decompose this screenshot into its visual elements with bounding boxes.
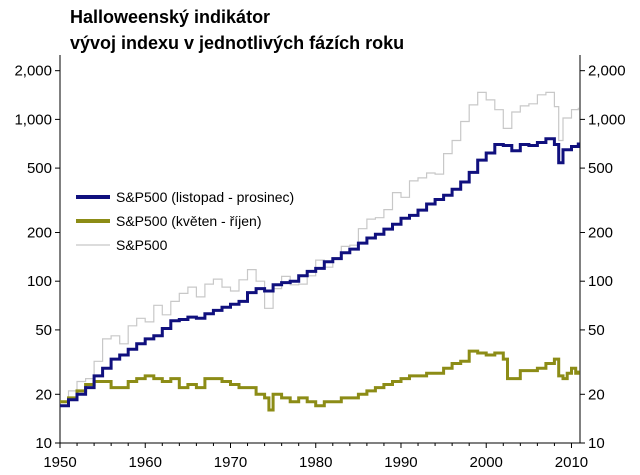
left-y-tick-label: 2,000	[14, 63, 52, 80]
right-y-tick-label: 100	[588, 273, 613, 290]
series-line-sp500-kveten-rijen	[60, 349, 580, 412]
legend-item-sp500-listopad-prosinec-label: S&P500 (listopad - prosinec)	[116, 189, 294, 205]
series-line-sp500-listopad-prosinec	[60, 137, 580, 408]
left-y-tick-label: 200	[27, 224, 52, 241]
x-tick-label: 1980	[299, 454, 332, 471]
right-y-tick-label: 2,000	[588, 63, 626, 80]
x-tick-label: 2000	[470, 454, 503, 471]
left-y-tick-label: 500	[27, 160, 52, 177]
chart-subtitle: vývoj indexu v jednotlivých fázích roku	[70, 33, 405, 53]
right-y-tick-label: 1,000	[588, 111, 626, 128]
left-y-tick-label: 1,000	[14, 111, 52, 128]
right-y-tick-label: 50	[588, 322, 605, 339]
x-tick-label: 2010	[555, 454, 588, 471]
right-y-axis-ticks: 10 20 50 100 200 500 1,000 2,000	[580, 63, 626, 452]
left-y-tick-label: 100	[27, 273, 52, 290]
x-tick-label: 1960	[129, 454, 162, 471]
x-tick-label: 1950	[43, 454, 76, 471]
right-y-tick-label: 500	[588, 160, 613, 177]
legend: S&P500 (listopad - prosinec) S&P500 (květ…	[76, 189, 294, 253]
left-y-tick-label: 50	[35, 322, 52, 339]
legend-item-sp500-label: S&P500	[116, 237, 168, 253]
legend-item-sp500-kveten-rijen-label: S&P500 (květen - říjen)	[116, 213, 262, 229]
x-axis-ticks: 1950 1960 1970 1980 1990 2000 2010	[43, 443, 588, 471]
left-y-tick-label: 10	[35, 435, 52, 452]
right-y-tick-label: 20	[588, 386, 605, 403]
left-y-axis-ticks: 10 20 50 100 200 500 1,000 2,000	[14, 63, 60, 452]
x-tick-label: 1990	[384, 454, 417, 471]
chart-title: Halloweenský indikátor	[70, 7, 271, 27]
left-y-tick-label: 20	[35, 386, 52, 403]
series-lines	[60, 91, 580, 412]
right-y-tick-label: 200	[588, 224, 613, 241]
x-tick-label: 1970	[214, 454, 247, 471]
right-y-tick-label: 10	[588, 435, 605, 452]
